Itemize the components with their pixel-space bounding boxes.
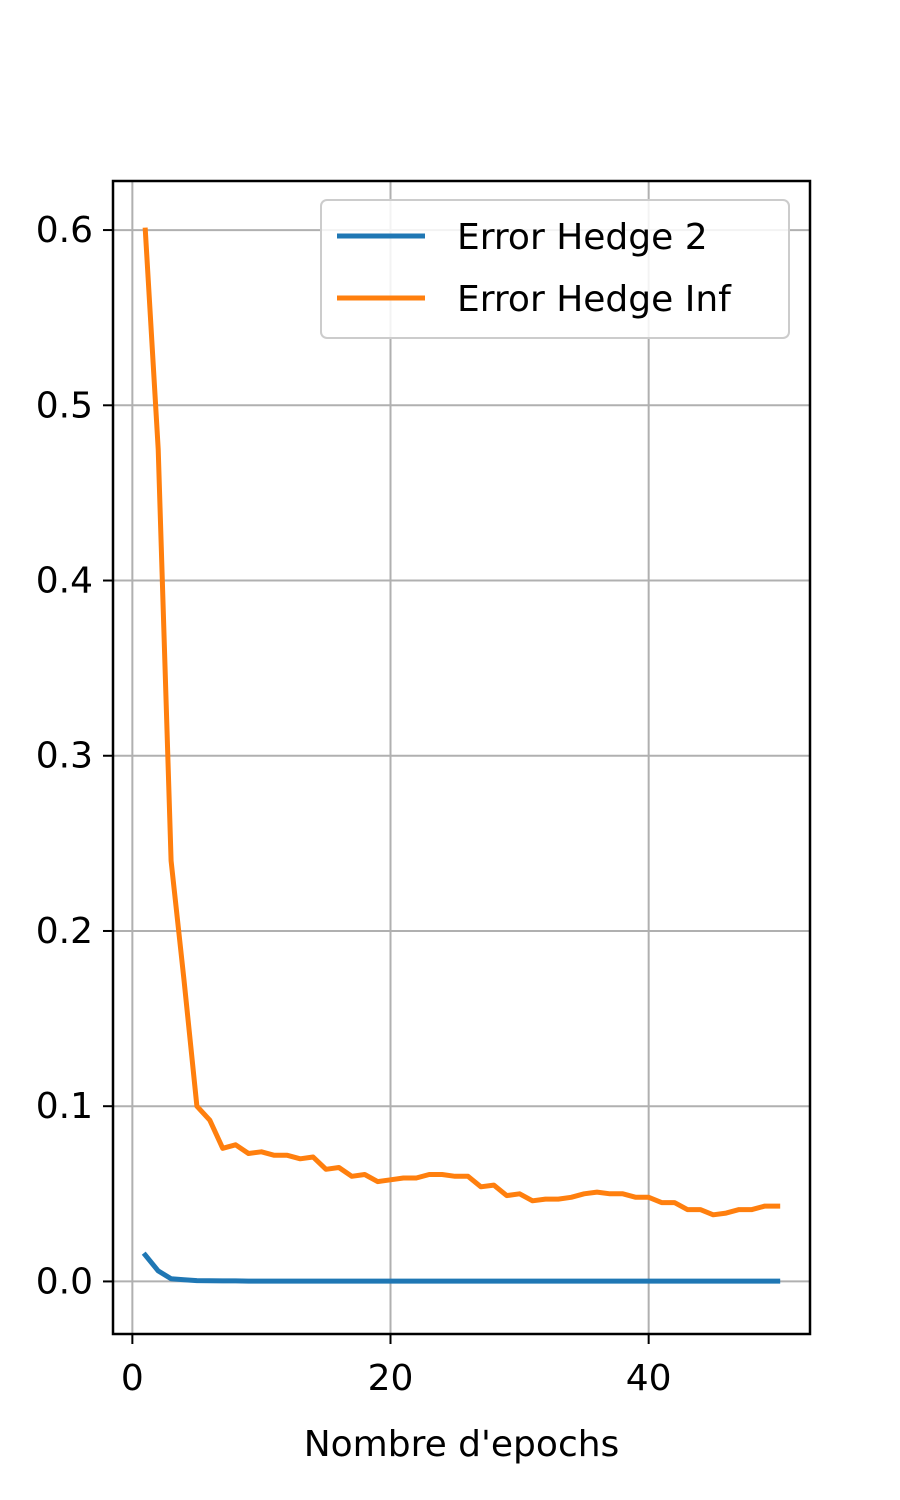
y-tick-label: 0.2 [36,911,93,952]
legend-box [320,199,790,339]
x-tick-label: 0 [121,1358,144,1399]
legend-label-2: Error Hedge Inf [457,279,732,320]
x-axis-label: Nombre d'epochs [304,1424,620,1465]
plot-frame [111,179,812,1336]
grid-lines [113,181,810,1334]
series-line-2 [142,227,781,1218]
y-tick-label: 0.4 [36,561,93,602]
series-line-1 [141,1251,781,1284]
x-tick-label: 20 [368,1358,414,1399]
y-tick-label: 0.0 [36,1261,93,1302]
y-tick-label: 0.5 [36,385,93,426]
plot-series [141,227,781,1284]
axis-ticks: 0 20 40 0.0 0.1 0.2 0.3 0.4 0.5 0.6 [36,210,672,1399]
legend-label-1: Error Hedge 2 [457,217,708,258]
legend: Error Hedge 2 Error Hedge Inf [320,199,790,339]
y-tick-label: 0.3 [36,736,93,777]
y-tick-label: 0.1 [36,1086,93,1127]
y-tick-label: 0.6 [36,210,93,251]
x-tick-label: 40 [626,1358,672,1399]
